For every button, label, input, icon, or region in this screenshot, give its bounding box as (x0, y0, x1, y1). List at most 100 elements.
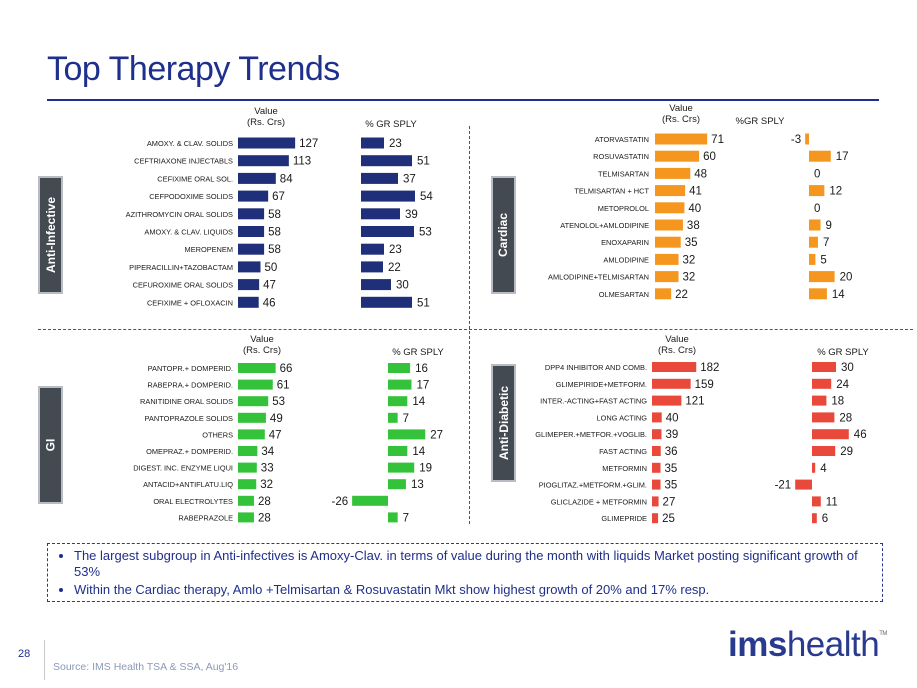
growth-data-label: 23 (389, 244, 402, 256)
value-bar (238, 172, 276, 184)
growth-data-label: 17 (416, 380, 429, 392)
growth-bar (361, 137, 384, 149)
growth-data-label: 19 (419, 463, 432, 475)
value-data-label: 32 (683, 254, 696, 266)
category-label: FAST ACTING (599, 447, 647, 456)
growth-data-label: 51 (417, 156, 430, 168)
growth-data-label: 7 (403, 512, 409, 524)
category-label: PANTOPR.+ DOMPERID. (148, 364, 233, 373)
value-bar (238, 279, 260, 291)
title-divider (47, 99, 879, 101)
value-bar (238, 190, 269, 202)
value-data-label: 32 (260, 479, 273, 491)
growth-bar (809, 253, 816, 265)
growth-bar (805, 133, 809, 145)
category-label: ATORVASTATIN (595, 135, 649, 144)
category-label: LONG ACTING (596, 413, 647, 422)
growth-bar (812, 496, 821, 507)
growth-bar (809, 150, 831, 162)
category-label: TELMISARTAN + HCT (574, 187, 649, 196)
growth-data-label: 14 (832, 289, 845, 301)
category-label: ANTACID+ANTIFLATU.LIQ (143, 480, 233, 489)
growth-data-label: 28 (839, 412, 852, 424)
tab-cardiac: Cardiac (491, 176, 516, 294)
value-series-header: Value (Rs. Crs) (662, 103, 700, 125)
page-title: Top Therapy Trends (47, 50, 340, 88)
value-bar (238, 479, 257, 490)
growth-bar (388, 479, 406, 490)
value-data-label: 48 (694, 168, 707, 180)
growth-bar (388, 363, 411, 373)
value-data-label: 35 (685, 237, 698, 249)
value-data-label: 121 (685, 396, 704, 408)
value-bar (655, 150, 700, 162)
growth-series-header: % GR SPLY (817, 347, 869, 358)
category-label: RABEPRAZOLE (178, 513, 233, 522)
value-data-label: 27 (663, 496, 676, 508)
tab-anti-infective: Anti-Infective (38, 176, 63, 294)
value-bar (655, 288, 672, 300)
value-bar (655, 167, 691, 179)
growth-data-label: 46 (854, 429, 867, 441)
growth-data-label: 0 (814, 203, 820, 215)
value-bar (655, 133, 708, 145)
category-label: AMLODIPINE+TELMISARTAN (548, 273, 649, 282)
category-label: CEFIXIME + OFLOXACIN (147, 298, 233, 307)
growth-bar (361, 296, 412, 308)
value-series-header: Value (Rs. Crs) (243, 334, 281, 356)
category-label: METFORMIN (602, 464, 647, 473)
growth-data-label: 9 (826, 220, 832, 232)
category-label: ROSUVASTATIN (593, 152, 649, 161)
value-bar (652, 496, 659, 507)
growth-data-label: 14 (412, 446, 425, 458)
growth-bar (352, 495, 388, 506)
value-data-label: 47 (269, 429, 282, 441)
value-data-label: 40 (666, 412, 679, 424)
value-bar (238, 396, 269, 407)
value-data-label: 61 (277, 380, 290, 392)
category-label: AMLODIPINE (603, 255, 649, 264)
growth-bar (388, 379, 412, 390)
value-bar (655, 271, 679, 283)
category-label: ENOXAPARIN (601, 238, 649, 247)
growth-bar (812, 429, 849, 440)
growth-data-label: 14 (412, 396, 425, 408)
tab-gi: GI (38, 386, 63, 504)
value-data-label: 58 (268, 227, 281, 239)
footer-divider (44, 640, 45, 680)
growth-bar (809, 236, 818, 248)
growth-bar (809, 185, 825, 197)
category-label: CEFUROXIME ORAL SOLIDS (133, 281, 233, 290)
growth-bar (361, 155, 412, 167)
tab-anti-diabetic: Anti-Diabetic (491, 364, 516, 482)
category-label: PIOGLITAZ.+METFORM.+GLIM. (539, 481, 647, 490)
value-bar (238, 137, 296, 149)
growth-bar (812, 362, 836, 372)
category-label: RABEPRA.+ DOMPERID. (147, 381, 233, 390)
value-bar (238, 261, 261, 273)
growth-bar (361, 226, 414, 237)
value-data-label: 41 (689, 186, 702, 198)
value-data-label: 182 (700, 362, 719, 374)
growth-data-label: 17 (836, 151, 849, 163)
value-bar (652, 462, 661, 473)
growth-bar (809, 288, 827, 300)
category-label: PIPERACILLIN+TAZOBACTAM (129, 263, 233, 272)
growth-data-label: 39 (405, 209, 418, 221)
value-data-label: 58 (268, 209, 281, 221)
value-data-label: 35 (665, 480, 678, 492)
value-bar (655, 236, 681, 248)
category-label: DIGEST. INC. ENZYME LIQUI (133, 464, 233, 473)
growth-bar (388, 462, 415, 473)
value-data-label: 25 (662, 513, 675, 525)
value-series-header: Value (Rs. Crs) (247, 106, 285, 128)
category-label: CEFIXIME ORAL SOL. (157, 174, 233, 183)
value-data-label: 60 (703, 151, 716, 163)
source-note: Source: IMS Health TSA & SSA, Aug'16 (53, 661, 239, 673)
value-bar (238, 412, 266, 423)
growth-data-label: 24 (836, 379, 849, 391)
category-label: GLIMEPER.+METFOR.+VOGLIB. (535, 430, 647, 439)
category-label: MEROPENEM (185, 245, 233, 254)
